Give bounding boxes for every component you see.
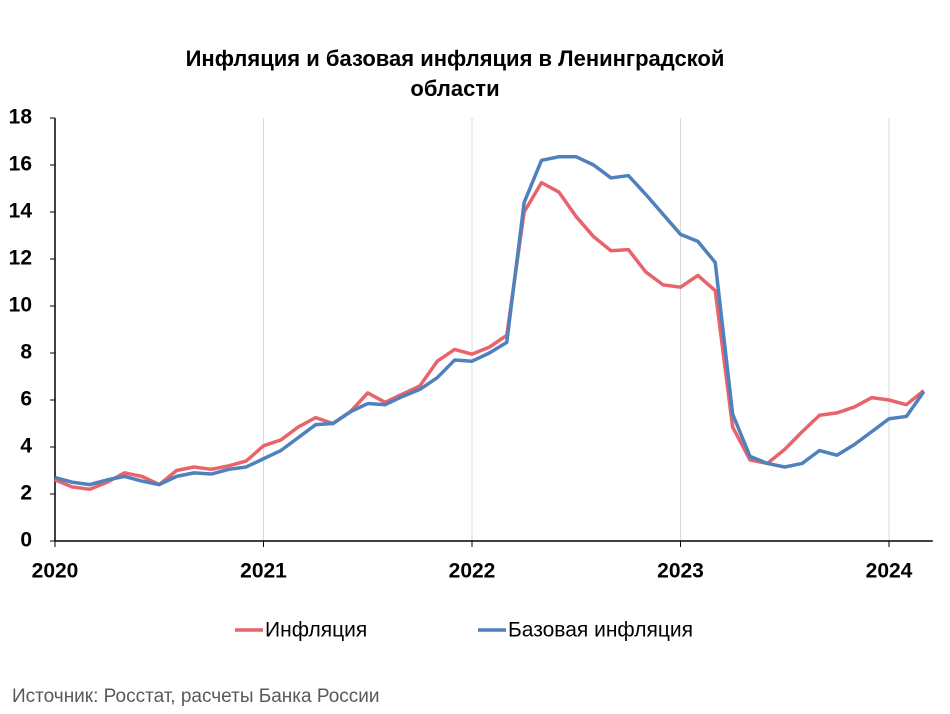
x-tick-label: 2023 bbox=[657, 560, 704, 583]
y-tick-label: 8 bbox=[20, 341, 32, 364]
y-tick-label: 10 bbox=[9, 294, 32, 317]
legend-label: Базовая инфляция bbox=[508, 619, 693, 642]
x-tick-label: 2022 bbox=[449, 560, 496, 583]
y-tick-label: 18 bbox=[9, 106, 33, 129]
legend-label: Инфляция bbox=[265, 619, 367, 642]
y-tick-label: 12 bbox=[9, 247, 32, 270]
y-tick-label: 4 bbox=[20, 435, 32, 458]
y-tick-label: 14 bbox=[9, 200, 33, 223]
y-tick-label: 6 bbox=[20, 388, 32, 411]
y-tick-label: 16 bbox=[9, 153, 32, 176]
x-tick-label: 2021 bbox=[240, 560, 287, 583]
y-tick-label: 0 bbox=[20, 529, 32, 552]
y-tick-label: 2 bbox=[20, 482, 32, 505]
source-note: Источник: Росстат, расчеты Банка России bbox=[12, 686, 380, 707]
x-tick-label: 2024 bbox=[866, 560, 913, 583]
series-line bbox=[54, 155, 926, 487]
series-line bbox=[54, 180, 925, 492]
chart-title: Инфляция и базовая инфляция в Ленинградс… bbox=[186, 46, 725, 101]
x-tick-label: 2020 bbox=[32, 560, 79, 583]
